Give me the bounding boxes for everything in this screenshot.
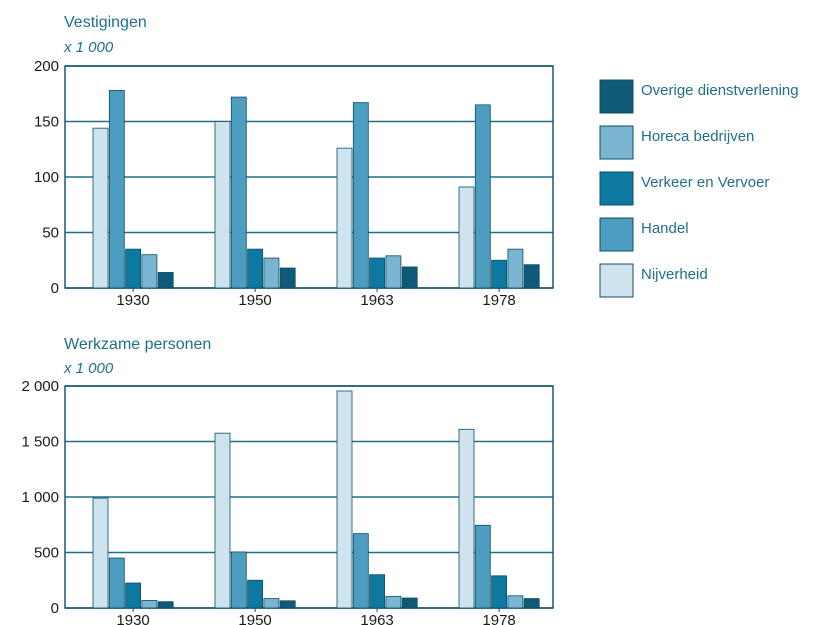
legend-label: Nijverheid — [641, 266, 708, 283]
plot-frame — [64, 385, 554, 609]
legend-swatch — [599, 79, 634, 114]
bar-handel-1950 — [230, 96, 247, 289]
plot-area-werkzame-personen: 0 500 1 000 1 500 2 000 1930 1950 1963 1978 — [21, 378, 554, 625]
bar-horeca-bedrijven-1963 — [385, 595, 402, 609]
chart-unit-vestigingen: x 1 000 — [63, 39, 114, 56]
bar-nijverheid-1950 — [214, 121, 231, 289]
legend-swatch — [599, 171, 634, 206]
bar-verkeer-en-vervoer-1930 — [125, 248, 141, 289]
legend-swatch — [599, 263, 634, 298]
bar-horeca-bedrijven-1978 — [507, 248, 524, 289]
bar-nijverheid-1930 — [92, 497, 109, 609]
bar-nijverheid-1978 — [458, 428, 475, 609]
chart-title-vestigingen: Vestigingen — [64, 14, 147, 31]
bar-overige-dienstverlening-1950 — [279, 600, 296, 609]
bar-handel-1930 — [108, 557, 125, 609]
plot-frame — [64, 65, 554, 289]
legend-label: Verkeer en Vervoer — [641, 174, 769, 191]
chart-legend: Overige dienstverlening Horeca bedrijven V… — [599, 79, 799, 298]
bar-verkeer-en-vervoer-1978 — [491, 259, 508, 289]
bar-verkeer-en-vervoer-1963 — [369, 574, 386, 609]
bar-handel-1950 — [230, 551, 247, 609]
bar-handel-1963 — [352, 533, 369, 609]
bar-nijverheid-1963 — [336, 390, 353, 609]
bar-handel-1963 — [352, 102, 369, 289]
legend-swatch — [599, 217, 634, 252]
bar-verkeer-en-vervoer-1963 — [369, 257, 386, 289]
y-tick-label: 2 000 — [21, 378, 59, 395]
y-tick-label: 1 000 — [21, 489, 59, 506]
bar-overige-dienstverlening-1978 — [523, 598, 540, 609]
bar-handel-1978 — [474, 524, 491, 609]
x-tick-label: 1950 — [238, 612, 271, 625]
bar-horeca-bedrijven-1950 — [263, 598, 280, 609]
bar-overige-dienstverlening-1963 — [401, 597, 418, 609]
bar-overige-dienstverlening-1930 — [157, 601, 174, 609]
chart-unit-werkzame-personen: x 1 000 — [63, 360, 114, 377]
bar-overige-dienstverlening-1963 — [401, 266, 418, 289]
chart-vestigingen: Vestigingen x 1 000 0 50 100 150 200 1930 1950… — [34, 14, 554, 309]
legend-label: Overige dienstverlening — [641, 82, 799, 99]
bar-verkeer-en-vervoer-1930 — [125, 582, 141, 609]
y-tick-label: 1 500 — [21, 434, 59, 451]
chart-werkzame-personen: Werkzame personen x 1 000 0 500 1 000 1 500… — [21, 336, 554, 625]
bar-horeca-bedrijven-1930 — [141, 254, 158, 289]
x-tick-label: 1930 — [116, 292, 149, 309]
x-tick-label: 1930 — [116, 612, 149, 625]
bar-overige-dienstverlening-1978 — [523, 264, 540, 289]
chart-title-werkzame-personen: Werkzame personen — [64, 336, 211, 353]
bar-overige-dienstverlening-1930 — [157, 272, 174, 289]
bar-horeca-bedrijven-1930 — [141, 600, 158, 609]
bar-handel-1930 — [108, 90, 125, 289]
bar-horeca-bedrijven-1950 — [263, 257, 280, 289]
bar-verkeer-en-vervoer-1950 — [247, 579, 264, 609]
plot-area-vestigingen: 0 50 100 150 200 1930 1950 1963 1978 — [34, 58, 554, 309]
x-tick-label: 1950 — [238, 292, 271, 309]
bar-overige-dienstverlening-1950 — [279, 267, 296, 289]
legend-swatch — [599, 125, 634, 160]
legend-label: Handel — [641, 220, 689, 237]
y-tick-label: 500 — [34, 545, 59, 562]
x-tick-label: 1978 — [482, 292, 515, 309]
y-tick-label: 150 — [34, 114, 59, 131]
bar-nijverheid-1930 — [92, 127, 109, 289]
y-tick-label: 200 — [34, 58, 59, 75]
bar-horeca-bedrijven-1963 — [385, 255, 402, 289]
bar-handel-1978 — [474, 104, 491, 289]
bar-verkeer-en-vervoer-1950 — [247, 248, 264, 289]
y-tick-label: 50 — [42, 225, 59, 242]
bar-nijverheid-1963 — [336, 147, 353, 289]
x-tick-label: 1963 — [360, 612, 393, 625]
legend-label: Horeca bedrijven — [641, 128, 754, 145]
x-tick-label: 1963 — [360, 292, 393, 309]
bar-horeca-bedrijven-1978 — [507, 595, 524, 609]
y-tick-label: 0 — [51, 280, 59, 297]
bar-nijverheid-1978 — [458, 186, 475, 289]
x-tick-label: 1978 — [482, 612, 515, 625]
bar-nijverheid-1950 — [214, 432, 231, 609]
y-tick-label: 0 — [51, 600, 59, 617]
bar-verkeer-en-vervoer-1978 — [491, 575, 508, 609]
y-tick-label: 100 — [34, 169, 59, 186]
